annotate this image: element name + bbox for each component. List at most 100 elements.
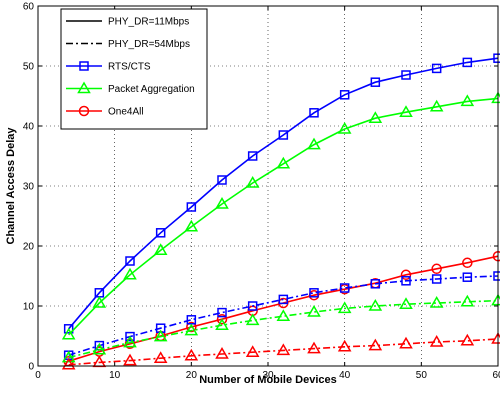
- legend-marker: [79, 61, 89, 71]
- series-rts-cts-phy-dr-11mbps: [63, 53, 500, 334]
- data-point: [307, 137, 321, 150]
- data-point: [429, 99, 444, 112]
- data-point: [61, 350, 76, 363]
- data-point: [125, 256, 135, 266]
- data-point: [155, 228, 166, 238]
- data-point: [431, 274, 442, 284]
- legend-entry: Packet Aggregation: [66, 81, 195, 95]
- data-point: [61, 357, 76, 370]
- data-point: [462, 272, 473, 282]
- data-point: [460, 94, 475, 107]
- data-point: [186, 202, 197, 212]
- data-point: [125, 331, 135, 342]
- y-tick-label: 60: [23, 2, 35, 13]
- data-point: [337, 339, 352, 352]
- data-point: [339, 90, 350, 100]
- data-point: [368, 111, 383, 123]
- legend-label: Packet Aggregation: [108, 84, 195, 95]
- legend-label: PHY_DR=11Mbps: [108, 17, 189, 28]
- legend-entry: RTS/CTS: [66, 61, 151, 73]
- legend-marker: [78, 105, 90, 117]
- y-axis-label: Channel Access Delay: [5, 127, 17, 245]
- legend: PHY_DR=11Mbps PHY_DR=54Mbps RTS/CTS Packet …: [60, 8, 208, 130]
- data-point: [61, 327, 76, 340]
- data-point: [462, 257, 473, 269]
- data-point: [245, 345, 260, 357]
- data-point: [462, 57, 473, 68]
- data-point: [215, 318, 229, 330]
- y-tick-label: 20: [23, 242, 35, 253]
- data-point: [307, 305, 321, 317]
- legend-box: [60, 8, 208, 130]
- data-point: [307, 341, 321, 354]
- data-point: [184, 323, 199, 336]
- plot-frame: [37, 5, 499, 367]
- series-packet-aggregation-phy-dr-11mbps: [61, 91, 500, 340]
- data-point: [245, 313, 260, 326]
- data-point: [276, 343, 291, 356]
- series-one4all-phy-dr-54mbps: [61, 332, 500, 370]
- data-point: [215, 347, 229, 359]
- data-point: [247, 151, 258, 161]
- data-point: [309, 288, 319, 298]
- data-point: [92, 296, 107, 308]
- series-line: [68, 57, 499, 330]
- y-tick-label: 10: [23, 302, 35, 313]
- axis-ticks: 0 10 20 30 40 50 60 0 10 20 30 40 50 60: [23, 2, 500, 382]
- legend-label: RTS/CTS: [108, 62, 151, 73]
- data-point: [460, 333, 475, 346]
- data-point: [399, 336, 413, 349]
- data-point: [370, 279, 381, 289]
- x-tick-label: 10: [109, 370, 121, 381]
- data-point: [153, 329, 168, 342]
- data-point: [460, 294, 475, 307]
- data-point: [247, 301, 258, 311]
- data-point: [368, 338, 383, 351]
- y-tick-label: 50: [23, 62, 35, 73]
- data-point: [123, 267, 137, 280]
- data-point: [276, 156, 291, 169]
- data-point: [368, 299, 383, 311]
- x-tick-label: 50: [416, 370, 428, 381]
- x-tick-label: 40: [339, 370, 351, 381]
- x-tick-label: 20: [186, 370, 198, 381]
- data-point: [276, 309, 291, 321]
- series-packet-aggregation-phy-dr-54mbps: [61, 293, 500, 363]
- data-point: [429, 335, 444, 347]
- series-line: [68, 299, 499, 359]
- series-line: [68, 338, 499, 366]
- legend-entry: One4All: [66, 105, 144, 118]
- y-tick-label: 40: [23, 122, 35, 133]
- data-point: [429, 296, 444, 308]
- data-point: [309, 108, 319, 118]
- data-point: [339, 283, 350, 293]
- legend-label: PHY_DR=54Mbps: [108, 39, 190, 50]
- data-point: [401, 276, 411, 286]
- data-point: [370, 77, 381, 87]
- x-tick-label: 30: [262, 370, 274, 381]
- data-point: [184, 348, 199, 361]
- data-point: [186, 321, 197, 333]
- data-point: [153, 351, 168, 363]
- data-point: [153, 243, 168, 255]
- data-point: [92, 342, 107, 355]
- data-point: [184, 219, 199, 232]
- series-line: [68, 97, 499, 336]
- x-tick-label: 60: [492, 370, 500, 381]
- x-axis-label: Number of Mobile Devices: [199, 374, 337, 386]
- series-group: [61, 53, 500, 370]
- legend-entry: PHY_DR=11Mbps: [66, 17, 189, 28]
- y-tick-label: 0: [28, 362, 34, 373]
- data-point: [217, 307, 227, 318]
- data-point: [123, 353, 137, 366]
- data-point: [123, 335, 137, 348]
- y-tick-label: 30: [23, 182, 35, 193]
- legend-label: One4All: [108, 107, 144, 118]
- series-line: [68, 275, 499, 356]
- data-point: [337, 301, 352, 314]
- data-point: [399, 297, 413, 309]
- data-point: [400, 269, 412, 281]
- data-point: [278, 294, 289, 305]
- legend-entry: PHY_DR=54Mbps: [66, 39, 190, 50]
